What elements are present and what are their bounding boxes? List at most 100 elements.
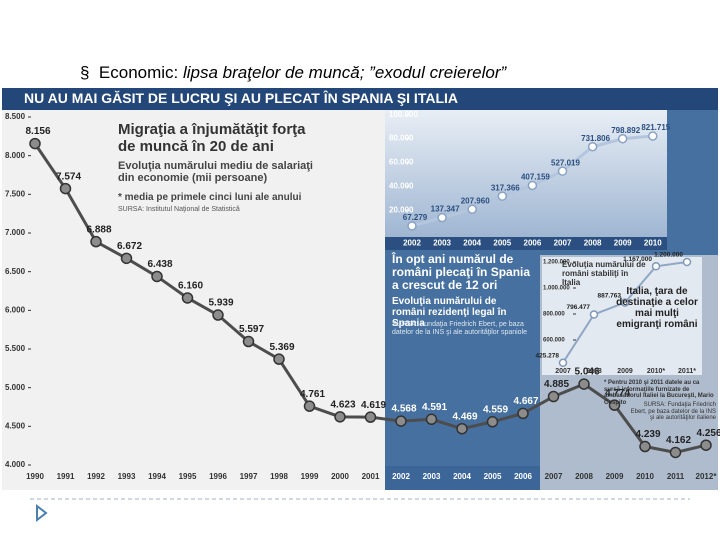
x-tick-label: 2000 [331, 472, 349, 481]
value-label: 4.469 [452, 411, 477, 422]
point [527, 180, 538, 191]
point [364, 411, 377, 423]
x-tick-label: 2007 [554, 239, 572, 248]
x-tick-label: 1998 [270, 472, 288, 481]
x-tick-label: 2008 [586, 368, 602, 375]
y-tick-label: 60.000 [389, 158, 414, 167]
point [589, 310, 599, 319]
value-label: 4.256 [696, 428, 720, 439]
y-tick-label: 6.000 [5, 305, 26, 314]
bullet: § Economic: lipsa braţelor de muncă; ”ex… [80, 63, 507, 82]
y-tick-label: 8.000 [5, 151, 26, 160]
point [557, 166, 568, 176]
bullet-lead: Economic: [98, 63, 183, 82]
x-tick-label: 2010 [644, 239, 662, 248]
italy-annotation: Italia, ţara de destinaţie a celor mai m… [616, 286, 698, 330]
x-tick-label: 1996 [209, 472, 227, 481]
y-tick-label: 800.000 [543, 312, 565, 318]
value-label: 527.019 [551, 158, 580, 167]
y-tick-label: 100.000 [389, 110, 418, 119]
x-tick-label: 2006 [514, 472, 532, 481]
point [608, 399, 621, 411]
value-label: 4.623 [330, 399, 355, 410]
x-tick-label: 1999 [301, 472, 319, 481]
main-note: * media pe primele cinci luni ale anului [118, 192, 302, 203]
bullet-triangle [36, 503, 48, 523]
value-label: 4.774 [605, 388, 630, 399]
value-label: 1.200.000 [654, 252, 683, 259]
value-label: 798.892 [611, 126, 640, 135]
point [181, 292, 194, 304]
y-tick-label: 7.000 [5, 228, 26, 237]
main-title: Migraţia a înjumătăţit forţa de muncă în… [118, 121, 306, 155]
y-tick-label: 6.500 [5, 267, 26, 276]
y-tick-label: 80.000 [389, 134, 414, 143]
point [617, 133, 628, 144]
point [425, 413, 438, 426]
value-label: 4.239 [635, 429, 660, 440]
value-label: 6.160 [178, 281, 203, 292]
point [151, 270, 163, 283]
x-tick-label: 2006 [524, 239, 542, 248]
x-tick-label: 1992 [87, 472, 105, 481]
value-label: 4.162 [666, 435, 691, 446]
x-tick-label: 2011 [667, 472, 685, 481]
spain-plot-bg [385, 110, 667, 237]
x-tick-label: 1991 [57, 472, 75, 481]
value-label: 4.667 [513, 396, 538, 407]
point [497, 191, 508, 201]
spain-year-strip [385, 237, 667, 250]
y-tick-label: 600.000 [543, 338, 565, 344]
point [437, 212, 447, 223]
value-label: 6.888 [86, 224, 111, 235]
value-label: 425.278 [536, 352, 560, 359]
banner-title: NU AU MAI GĂSIT DE LUCRU ŞI AU PLECAT ÎN… [24, 90, 458, 106]
point [486, 416, 499, 428]
x-tick-label: 1997 [240, 472, 258, 481]
x-tick-label: 2003 [423, 472, 441, 481]
bullet-rest: lipsa braţelor de muncă; ”exodul creiere… [183, 63, 507, 82]
x-tick-label: 2009 [617, 368, 633, 375]
x-tick-label: 2010 [636, 472, 654, 481]
x-tick-label: 2010* [647, 368, 666, 375]
value-label: 5.939 [208, 298, 233, 309]
point [467, 204, 477, 214]
italy-title: Evoluţia numărului de români stabiliţi î… [562, 260, 646, 287]
spain-source: SURSA: Fundaţia Friedrich Ebert, pe baza… [392, 321, 528, 336]
x-tick-label: 2004 [453, 472, 471, 481]
value-label: 5.046 [574, 367, 599, 378]
y-tick-label: 1.200.000 [543, 260, 570, 266]
y-tick-label: 4.000 [5, 460, 26, 469]
x-tick-label: 2002 [403, 239, 421, 248]
x-tick-label: 1994 [148, 472, 166, 481]
point [242, 335, 255, 348]
main-source: SURSA: Institutul Naţional de Statistică [118, 206, 240, 213]
value-label: 4.559 [483, 404, 508, 415]
point [648, 131, 658, 141]
point [558, 358, 568, 367]
value-label: 821.715 [641, 123, 670, 132]
value-label: 7.574 [56, 171, 81, 182]
value-label: 796.477 [567, 304, 591, 311]
x-tick-label: 2005 [484, 472, 502, 481]
value-label: 407.159 [521, 173, 550, 182]
value-label: 137.347 [431, 205, 460, 214]
y-tick-label: 20.000 [389, 205, 414, 214]
x-tick-label: 2007 [555, 368, 571, 375]
x-tick-label: 2002 [392, 472, 410, 481]
point [303, 400, 316, 412]
value-label: 1.167.000 [623, 256, 652, 263]
x-tick-label: 2005 [493, 239, 511, 248]
point [578, 378, 590, 390]
italy-note: * Pentru 2010 şi 2011 datele au ca sursă… [604, 380, 714, 406]
point [639, 440, 651, 453]
point [29, 137, 41, 150]
y-tick-label: 40.000 [389, 181, 414, 190]
value-label: 4.568 [391, 404, 416, 415]
value-label: 317.366 [491, 183, 520, 192]
main-subtitle: Evoluţia numărului mediu de salariaţi di… [118, 160, 313, 185]
x-tick-label: 2008 [584, 239, 602, 248]
x-tick-label: 2011* [678, 368, 696, 375]
